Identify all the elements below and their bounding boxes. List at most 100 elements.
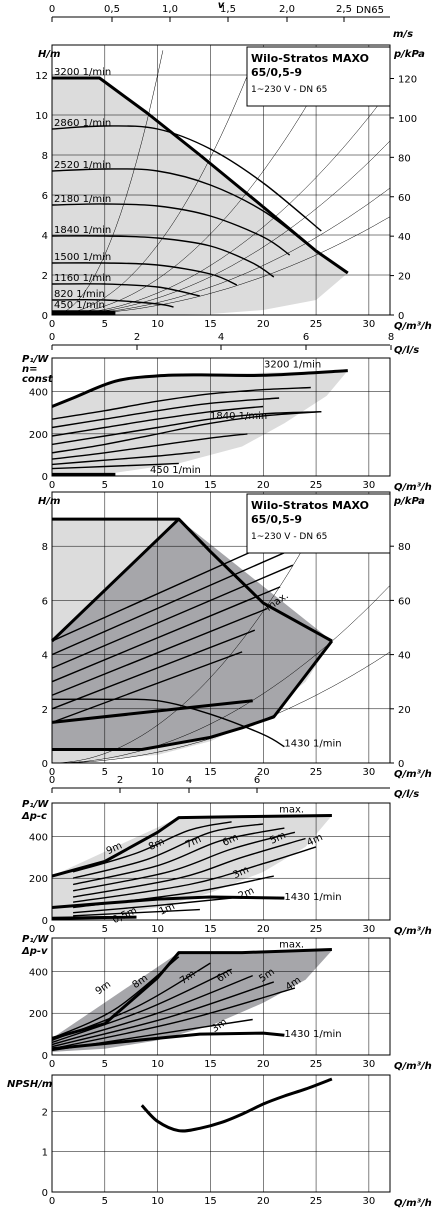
operating-range-area <box>52 78 348 315</box>
y2-axis-label: p/kPa <box>393 49 425 60</box>
x-tick-label: 15 <box>204 319 217 330</box>
power-curve <box>51 411 322 454</box>
annotation: 450 1/min <box>150 465 201 476</box>
top-axis-tick-label: 4 <box>186 775 192 786</box>
system-curve <box>51 50 164 316</box>
top-axis-tick-label: 2,0 <box>279 4 295 15</box>
speed-curve <box>51 283 201 297</box>
annotation: 1840 1/min <box>210 411 267 422</box>
x-axis-label: Q/m³/h <box>394 1198 432 1208</box>
speed-1430-curve <box>51 1031 285 1051</box>
x-tick-label: 0 <box>49 767 55 778</box>
dp-v-line <box>51 564 294 669</box>
x-tick-label: 0 <box>49 480 55 491</box>
x-axis-label: Q/m³/h <box>394 769 432 780</box>
y-tick-label: 8 <box>42 542 48 553</box>
dp-v-line <box>51 629 256 710</box>
y-tick-label: 0 <box>42 311 48 322</box>
x-tick-label: 10 <box>151 319 164 330</box>
speed-label: 1840 1/min <box>54 225 111 236</box>
power-curve <box>51 386 311 420</box>
y-tick-label: 0 <box>42 1051 48 1062</box>
y-axis-label-3: const <box>22 374 54 385</box>
dp-v-line <box>51 607 268 696</box>
y2-tick-label: 20 <box>398 272 411 283</box>
dp-c-curve <box>72 837 306 898</box>
x-tick-label: 20 <box>257 1196 270 1207</box>
top-axis-label: Q/l/s <box>394 345 419 356</box>
system-curve <box>51 496 333 764</box>
system-curve <box>51 48 259 316</box>
x-tick-label: 20 <box>257 924 270 935</box>
dp-v-curve <box>51 968 232 1044</box>
speed-curve <box>51 168 306 244</box>
y2-tick-label: 40 <box>398 232 411 243</box>
y2-tick-label: 80 <box>398 153 411 164</box>
annotation: 1430 1/min <box>284 1029 341 1040</box>
x-tick-label: 10 <box>151 767 164 778</box>
y-axis-label: P₁/W <box>22 354 49 365</box>
min-curve <box>51 915 137 920</box>
dp-c-curve <box>72 846 317 903</box>
dark-range-area <box>52 519 332 750</box>
x-tick-label: 5 <box>102 1196 108 1207</box>
y2-tick-label: 60 <box>398 596 411 607</box>
chart-title-line2: 65/0,5-9 <box>251 66 302 79</box>
speed-curve-1430 <box>51 698 285 748</box>
annotation: max. <box>279 939 304 950</box>
speed-label: 1160 1/min <box>54 273 111 284</box>
y-tick-label: 2 <box>42 271 48 282</box>
speed-label: 820 1/min <box>54 289 105 300</box>
dp-v-range-area <box>52 950 332 1052</box>
speed-1430-curve <box>51 895 285 909</box>
power-curve <box>51 411 322 446</box>
y2-tick-label: 20 <box>398 705 411 716</box>
top-axis-tick-label: 4 <box>218 332 224 343</box>
dp-label: 2m <box>237 885 256 902</box>
y-tick-label: 2 <box>42 705 48 716</box>
power-curve <box>51 397 280 429</box>
chart-title-line2: 65/0,5-9 <box>251 513 302 526</box>
max-power-curve <box>51 948 332 1040</box>
dp-c-curve <box>72 823 264 879</box>
y-tick-label: 200 <box>29 874 48 885</box>
annotation: 1430 1/min <box>284 892 341 903</box>
speed-label: 2180 1/min <box>54 194 111 205</box>
title-box <box>246 46 391 107</box>
x-tick-label: 30 <box>363 924 376 935</box>
x-tick-label: 15 <box>204 1196 217 1207</box>
top-axis-tick-label: 2 <box>117 775 123 786</box>
top-axis-tick-label: 0 <box>49 775 55 786</box>
power-curve <box>51 462 179 470</box>
y2-tick-label: 0 <box>398 311 404 322</box>
top-axis-tick-label: 6 <box>303 332 309 343</box>
annotation: 3200 1/min <box>264 360 321 371</box>
dp-c-curve <box>72 821 232 873</box>
x-tick-label: 5 <box>102 480 108 491</box>
x-tick-label: 25 <box>310 1196 323 1207</box>
speed-curve <box>51 262 238 286</box>
top-axis-tick-label: 0 <box>49 332 55 343</box>
y-tick-label: 200 <box>29 1009 48 1020</box>
top-axis-extra: DN65 <box>356 5 384 16</box>
max-curve <box>52 517 333 643</box>
x-tick-label: 15 <box>204 1059 217 1070</box>
speed-label: 2520 1/min <box>54 160 111 171</box>
low-boundary <box>51 699 253 724</box>
y-tick-label: 10 <box>35 111 48 122</box>
chart-subtitle: 1~230 V - DN 65 <box>251 85 327 95</box>
y-tick-label: 0 <box>42 1188 48 1199</box>
y-tick-label: 0 <box>42 759 48 770</box>
top-axis-tick-label: 1,0 <box>162 4 178 15</box>
chart-title: Wilo-Stratos MAXO <box>251 52 369 65</box>
x-axis-label: Q/m³/h <box>394 321 432 332</box>
dp-v-curve <box>51 974 253 1046</box>
y-tick-label: 400 <box>29 967 48 978</box>
y-axis-label: H/m <box>38 496 60 507</box>
power-curve <box>51 451 200 466</box>
chart-title: Wilo-Stratos MAXO <box>251 499 369 512</box>
y2-tick-label: 60 <box>398 193 411 204</box>
x-tick-label: 10 <box>151 1059 164 1070</box>
y-tick-label: 2 <box>42 1107 48 1118</box>
y-tick-label: 1 <box>42 1148 48 1159</box>
